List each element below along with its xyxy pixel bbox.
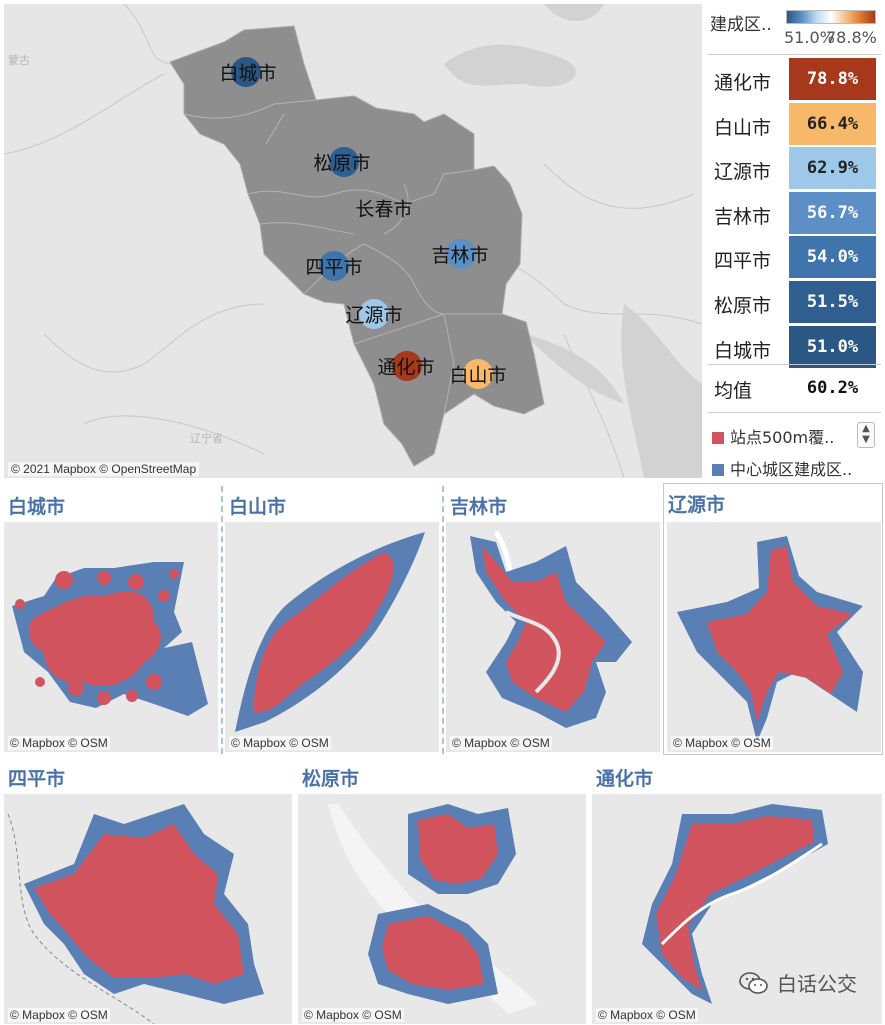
panel-attribution[interactable]: © Mapbox © OSM	[8, 1008, 110, 1022]
legend-key-label: 中心城区建成区..	[730, 460, 853, 479]
panel-title: 辽源市	[668, 494, 726, 516]
city-circle[interactable]	[231, 57, 261, 87]
ranking-value: 62.9%	[789, 147, 876, 190]
city-circle[interactable]	[329, 147, 359, 177]
city-circle[interactable]	[392, 351, 422, 381]
panel-title: 四平市	[8, 768, 66, 790]
panel-attribution[interactable]: © Mapbox © OSM	[8, 736, 110, 750]
color-legend-min: 51.0%	[784, 28, 835, 47]
ranking-value: 51.0%	[789, 325, 876, 368]
panel-map[interactable]: © Mapbox © OSM	[446, 522, 660, 752]
ranking-value: 78.8%	[789, 58, 876, 100]
map-attribution[interactable]: © 2021 Mapbox © OpenStreetMap	[8, 462, 200, 476]
city-circles	[231, 57, 493, 389]
ranking-row[interactable]: 四平市 54.0%	[708, 236, 881, 280]
panel-divider	[221, 486, 223, 754]
map-basemap	[4, 4, 702, 478]
city-label-baicheng[interactable]: 白城市	[219, 62, 277, 85]
ranking-city: 白城市	[714, 339, 772, 362]
legend-key-builtup[interactable]: 中心城区建成区..	[712, 456, 852, 480]
city-label-songyuan[interactable]: 松原市	[313, 152, 371, 175]
ranking-value: 54.0%	[789, 236, 876, 279]
wechat-icon	[739, 971, 768, 994]
ranking-row[interactable]: 白城市 51.0%	[708, 325, 881, 370]
ranking-row[interactable]: 白山市 66.4%	[708, 102, 881, 147]
color-legend-title: 建成区..	[710, 15, 772, 35]
legend-scroll-button[interactable]: ▲ ▼	[857, 422, 875, 448]
divider	[708, 54, 881, 55]
panel-title: 吉林市	[450, 496, 508, 518]
builtup-swatch	[712, 464, 724, 476]
ranking-city: 吉林市	[714, 205, 772, 228]
ranking-city: 通化市	[714, 72, 772, 94]
map-label-mongolia: 蒙古	[8, 54, 30, 67]
panel-map[interactable]: © Mapbox © OSM	[592, 794, 882, 1024]
panel-attribution[interactable]: © Mapbox © OSM	[450, 736, 552, 750]
city-label-siping[interactable]: 四平市	[305, 256, 363, 279]
panel-jilin[interactable]: 吉林市 © Mapbox © OSM	[446, 486, 660, 754]
panel-title: 白城市	[8, 496, 66, 518]
panel-tonghua[interactable]: 通化市 © Mapbox © OSM	[592, 758, 882, 1024]
ranking-value: 51.5%	[789, 281, 876, 323]
city-label-baishan[interactable]: 白山市	[449, 364, 507, 387]
color-gradient-bar	[786, 10, 876, 24]
watermark: 白话公交	[739, 968, 857, 997]
panel-siping[interactable]: 四平市 © Mapbox © OSM	[4, 758, 292, 1024]
city-circle[interactable]	[359, 299, 389, 329]
city-label-tonghua[interactable]: 通化市	[377, 356, 435, 379]
city-label-changchun[interactable]: 长春市	[355, 198, 413, 221]
panel-map[interactable]: © Mapbox © OSM	[225, 522, 439, 752]
city-circle[interactable]	[319, 251, 349, 281]
panel-title: 通化市	[596, 768, 654, 790]
city-label-liaoyuan[interactable]: 辽源市	[345, 304, 403, 327]
watermark-text: 白话公交	[777, 972, 857, 996]
panel-map[interactable]: © Mapbox © OSM	[4, 794, 292, 1024]
panel-attribution[interactable]: © Mapbox © OSM	[671, 736, 773, 750]
map-label-liaoning: 辽宁省	[190, 432, 223, 445]
legend-panel: 建成区.. 51.0% 78.8% 通化市 78.8% 白山市 66.4% 辽源市 62.…	[708, 4, 881, 480]
main-map[interactable]: 蒙古 辽宁省 白城市 松原市 长春市 吉林市 四平市 辽源市 通化市 白山市 ©…	[4, 4, 702, 478]
ranking-value: 66.4%	[789, 102, 876, 145]
panel-baicheng[interactable]: 白城市 © Mapbox © OSM	[4, 486, 218, 754]
panel-baishan[interactable]: 白山市 © Mapbox © OSM	[225, 486, 439, 754]
panel-attribution[interactable]: © Mapbox © OSM	[302, 1008, 404, 1022]
panel-map[interactable]: © Mapbox © OSM	[298, 794, 586, 1024]
panel-title: 松原市	[302, 768, 360, 790]
ranking-value: 56.7%	[789, 191, 876, 234]
city-circle[interactable]	[463, 359, 493, 389]
average-value: 60.2%	[806, 378, 859, 398]
ranking-city: 白山市	[714, 116, 772, 139]
panel-liaoyuan[interactable]: 辽源市 © Mapbox © OSM	[663, 483, 883, 755]
ranking-row[interactable]: 松原市 51.5%	[708, 281, 881, 325]
jilin-province-shape	[169, 25, 545, 467]
city-label-jilin[interactable]: 吉林市	[431, 244, 489, 267]
average-row: 均值 60.2%	[708, 366, 881, 410]
ranking-row[interactable]: 吉林市 56.7%	[708, 191, 881, 236]
panel-songyuan[interactable]: 松原市 © Mapbox © OSM	[298, 758, 586, 1024]
ranking-city: 四平市	[714, 250, 772, 273]
panel-divider	[442, 486, 444, 754]
color-legend-max: 78.8%	[826, 28, 877, 47]
panel-attribution[interactable]: © Mapbox © OSM	[229, 736, 331, 750]
panel-map[interactable]: © Mapbox © OSM	[4, 522, 218, 752]
panel-map[interactable]: © Mapbox © OSM	[667, 522, 881, 752]
divider	[708, 364, 881, 365]
ranking-city: 辽源市	[714, 161, 772, 184]
ranking-city: 松原市	[714, 295, 772, 317]
legend-key-coverage[interactable]: 站点500m覆..	[712, 424, 834, 448]
divider	[708, 412, 881, 413]
panel-attribution[interactable]: © Mapbox © OSM	[596, 1008, 698, 1022]
average-label: 均值	[714, 380, 753, 402]
coverage-swatch	[712, 432, 724, 444]
ranking-row[interactable]: 通化市 78.8%	[708, 58, 881, 102]
legend-key-label: 站点500m覆..	[730, 428, 835, 447]
city-circle[interactable]	[446, 239, 476, 269]
ranking-row[interactable]: 辽源市 62.9%	[708, 147, 881, 191]
panel-title: 白山市	[229, 496, 287, 518]
